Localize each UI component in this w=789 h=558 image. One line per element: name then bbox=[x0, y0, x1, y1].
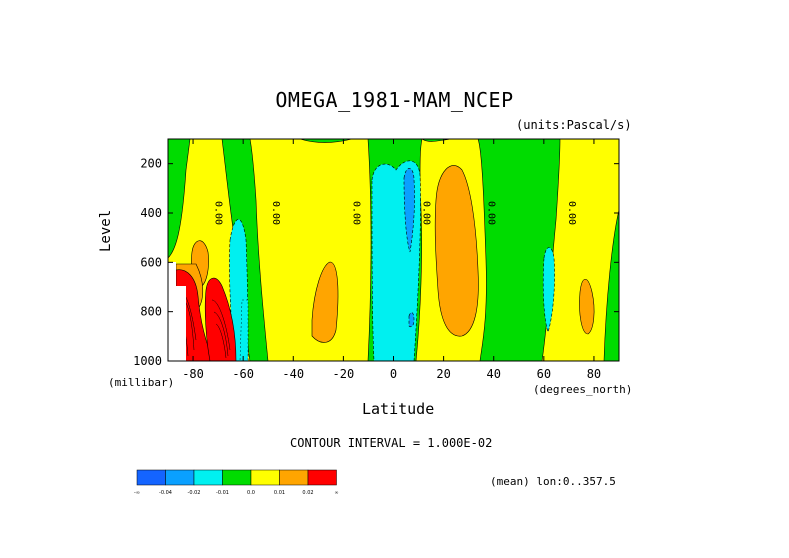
y-tick-label: 400 bbox=[140, 206, 162, 220]
colorbar-swatch bbox=[193, 469, 223, 486]
region-blue-eq bbox=[403, 168, 415, 253]
colorbar-label: 0.02 bbox=[302, 490, 313, 496]
x-tick-label: -40 bbox=[282, 367, 304, 381]
x-tick-label: 0 bbox=[390, 367, 397, 381]
colorbar-swatch bbox=[222, 469, 252, 486]
colorbar-label: -0.02 bbox=[188, 490, 201, 496]
x-tick-label: -20 bbox=[333, 367, 355, 381]
y-axis-unit: (millibar) bbox=[108, 376, 175, 389]
x-axis-ticks: -80 -60 -40 -20 0 20 40 60 80 bbox=[182, 139, 601, 381]
region-cyan-edge bbox=[239, 299, 249, 361]
x-tick-label: 20 bbox=[436, 367, 450, 381]
colorbar-swatch bbox=[136, 469, 166, 486]
colorbar-label: 0.0 bbox=[247, 490, 255, 496]
colorbar-swatch bbox=[279, 469, 309, 486]
contour-label: 0.00 bbox=[566, 201, 577, 225]
colorbar-swatch bbox=[250, 469, 280, 486]
chart-title: OMEGA_1981-MAM_NCEP bbox=[275, 88, 514, 112]
contour-label: 0.00 bbox=[213, 201, 224, 225]
y-tick-label: 200 bbox=[140, 157, 162, 171]
region-cyan-north bbox=[542, 247, 555, 333]
x-tick-label: -80 bbox=[182, 367, 204, 381]
contour-labels: 0.00 0.00 0.00 0.00 0.00 0.00 bbox=[213, 201, 577, 225]
region-blue-eq-low bbox=[408, 312, 415, 328]
contour-label: 0.00 bbox=[486, 201, 497, 225]
contour-label: 0.00 bbox=[270, 201, 281, 225]
y-tick-label: 1000 bbox=[133, 354, 162, 368]
units-label: (units:Pascal/s) bbox=[516, 118, 632, 132]
region-yellow-north bbox=[541, 139, 619, 361]
colorbar-label: -0.04 bbox=[159, 490, 172, 496]
colorbar-swatch bbox=[165, 469, 195, 486]
region-yellow-midsouth bbox=[249, 139, 372, 361]
x-tick-label: 80 bbox=[587, 367, 601, 381]
colorbar-label: 0.01 bbox=[274, 490, 285, 496]
region-orange-eq bbox=[434, 165, 479, 337]
contour-interval-text: CONTOUR INTERVAL = 1.000E-02 bbox=[290, 436, 493, 450]
y-tick-label: 600 bbox=[140, 255, 162, 269]
colorbar-label: -0.01 bbox=[216, 490, 229, 496]
mean-note: (mean) lon:0..357.5 bbox=[490, 475, 616, 488]
region-missing-data bbox=[168, 262, 186, 361]
colorbar-swatch bbox=[307, 469, 337, 486]
x-axis-label: Latitude bbox=[362, 400, 435, 418]
heatmap-field bbox=[168, 139, 619, 361]
y-axis-ticks: 200 400 600 800 1000 bbox=[133, 157, 619, 368]
x-tick-label: 60 bbox=[537, 367, 551, 381]
x-axis-unit: (degrees_north) bbox=[533, 383, 633, 396]
colorbar: -∞ -0.04 -0.02 -0.01 0.0 0.01 0.02 ∞ bbox=[134, 469, 339, 496]
colorbar-label: ∞ bbox=[334, 490, 338, 496]
y-tick-label: 800 bbox=[140, 305, 162, 319]
x-tick-label: 40 bbox=[486, 367, 500, 381]
contour-label: 0.00 bbox=[350, 201, 361, 225]
colorbar-label: -∞ bbox=[134, 490, 140, 496]
contour-label: 0.00 bbox=[421, 201, 432, 225]
region-orange-midsouth bbox=[311, 261, 339, 343]
region-orange-north bbox=[579, 278, 595, 335]
x-tick-label: -60 bbox=[232, 367, 254, 381]
